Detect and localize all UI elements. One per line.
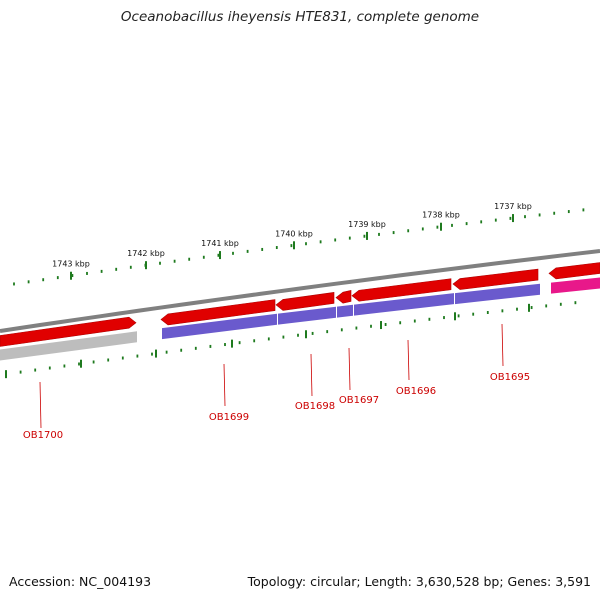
gene-label: OB1700 [23,430,63,441]
forward-gene-0 [0,316,137,347]
reverse-gene-5 [455,283,540,305]
gene-leader-line [348,347,351,391]
gene-label: OB1696 [396,386,436,397]
gene-leader-line [39,381,42,429]
gene-leader-line [407,339,410,381]
genome-title: Oceanobacillus iheyensis HTE831, complet… [120,9,480,25]
forward-gene-3 [335,289,352,304]
kbp-label: 1743 kbp [52,260,90,269]
kbp-label: 1740 kbp [275,229,313,238]
gene-leader-line [501,323,504,367]
kbp-label: 1739 kbp [348,220,386,229]
genome-backbone [0,249,600,333]
forward-gene-4 [351,278,452,302]
reverse-gene-1 [162,313,277,340]
kbp-label: 1741 kbp [201,239,239,248]
forward-gene-2 [275,292,335,311]
forward-gene-5 [452,268,539,290]
forward-gene-1 [160,299,276,326]
gene-label: OB1699 [209,412,249,423]
gene-label: OB1697 [339,395,379,406]
gene-leader-line [223,363,226,407]
forward-gene-6 [548,262,600,280]
genome-summary-text: Topology: circular; Length: 3,630,528 bp… [247,574,591,589]
reverse-gene-6 [551,277,600,294]
gene-label: OB1695 [490,372,530,383]
reverse-gene-2 [278,306,336,325]
accession-text: Accession: NC_004193 [9,574,152,589]
kbp-label: 1738 kbp [422,211,460,220]
gene-label: OB1698 [295,401,335,412]
gene-leader-line [310,353,313,397]
reverse-gene-3 [337,304,353,318]
kbp-label: 1742 kbp [127,249,165,258]
reverse-gene-4 [354,293,454,316]
kbp-label: 1737 kbp [494,202,532,211]
reverse-gene-0 [0,331,137,361]
